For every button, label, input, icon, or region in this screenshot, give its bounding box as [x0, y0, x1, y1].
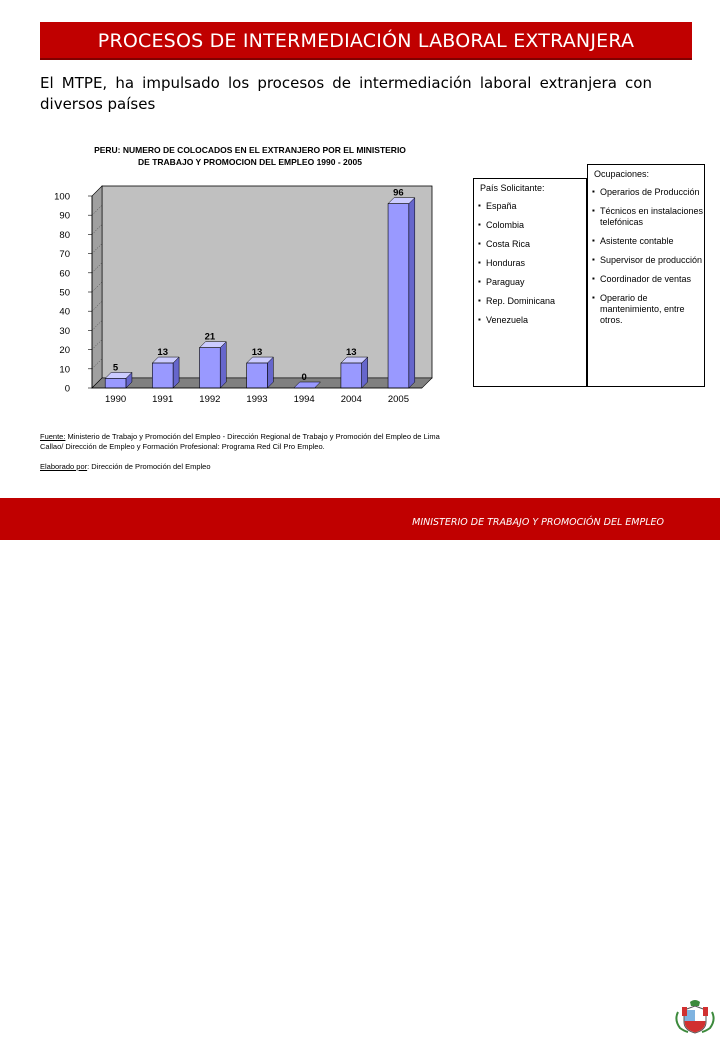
x-tick-label: 1990 — [105, 394, 126, 405]
bar — [152, 362, 174, 389]
bar-value-label: 13 — [252, 347, 263, 358]
pais-item: España — [478, 200, 586, 212]
source-label: Fuente: — [40, 432, 66, 441]
bar-value-label: 21 — [205, 332, 216, 343]
ocupacion-item: Coordinador de ventas — [592, 273, 704, 285]
ocupacion-item: Técnicos en instalaciones telefónicas — [592, 205, 704, 228]
x-tick-label: 1991 — [152, 394, 173, 405]
ocupacion-item: Asistente contable — [592, 235, 704, 247]
elaborated-note: Elaborado por: Dirección de Promoción de… — [40, 462, 211, 471]
paises-header: País Solicitante: — [480, 183, 545, 193]
colocados-bar-chart: PERU: NUMERO DE COLOCADOS EN EL EXTRANJE… — [54, 145, 433, 405]
pais-item: Rep. Dominicana — [478, 295, 586, 307]
y-tick-label: 100 — [54, 192, 70, 203]
ocupacion-item: Supervisor de producción — [592, 254, 704, 266]
pais-item: Paraguay — [478, 276, 586, 288]
bar — [104, 378, 127, 389]
intro-paragraph: El MTPE, ha impulsado los procesos de in… — [40, 73, 652, 115]
bar-value-label: 13 — [157, 347, 168, 358]
slide-title: PROCESOS DE INTERMEDIACIÓN LABORAL EXTRA… — [97, 30, 635, 52]
y-tick-label: 60 — [59, 268, 70, 279]
y-tick-label: 10 — [59, 364, 70, 375]
ocupacion-item: Operario de mantenimiento, entre otros. — [592, 292, 704, 326]
chart-title-line-2: DE TRABAJO Y PROMOCION DEL EMPLEO 1990 -… — [138, 157, 362, 167]
footer-ministry-name: MINISTERIO DE TRABAJO Y PROMOCIÓN DEL EM… — [412, 517, 664, 528]
source-text: Ministerio de Trabajo y Promoción del Em… — [40, 432, 440, 451]
paises-box: País Solicitante: España Colombia Costa Ri… — [473, 178, 587, 387]
source-note: Fuente: Ministerio de Trabajo y Promoció… — [40, 432, 460, 452]
bar-value-label: 13 — [346, 347, 357, 358]
ocupaciones-list: Operarios de Producción Técnicos en insta… — [588, 186, 704, 326]
pais-item: Honduras — [478, 257, 586, 269]
ocupaciones-header: Ocupaciones: — [594, 169, 650, 179]
y-tick-label: 20 — [59, 345, 70, 356]
y-tick-label: 80 — [59, 230, 70, 241]
intro-line-2: diversos países — [40, 95, 156, 113]
y-tick-label: 40 — [59, 307, 70, 318]
y-tick-label: 70 — [59, 249, 70, 260]
bar-value-label: 96 — [393, 188, 404, 199]
x-tick-label: 2004 — [341, 394, 362, 405]
slide-title-bar: PROCESOS DE INTERMEDIACIÓN LABORAL EXTRA… — [40, 22, 692, 60]
bar — [246, 362, 268, 389]
y-tick-label: 90 — [59, 211, 70, 222]
ocupacion-item: Operarios de Producción — [592, 186, 704, 198]
bar-value-label: 0 — [301, 372, 306, 383]
x-tick-label: 1994 — [294, 394, 315, 405]
intro-line-1: El MTPE, ha impulsado los procesos de in… — [40, 74, 652, 92]
y-tick-label: 50 — [59, 288, 70, 299]
bar — [199, 347, 221, 389]
footer-bar: MINISTERIO DE TRABAJO Y PROMOCIÓN DEL EM… — [0, 498, 720, 1036]
bar — [340, 362, 362, 389]
x-tick-label: 1993 — [246, 394, 267, 405]
plot-back-wall — [101, 185, 433, 379]
pais-item: Colombia — [478, 219, 586, 231]
pais-item: Costa Rica — [478, 238, 586, 250]
x-tick-label: 2005 — [388, 394, 409, 405]
bar-value-label: 5 — [113, 362, 119, 373]
elaborated-text: : Dirección de Promoción del Empleo — [87, 462, 211, 471]
paises-list: España Colombia Costa Rica Honduras Paraguay… — [474, 200, 586, 326]
peru-coat-of-arms-icon — [672, 998, 718, 1036]
bar-side — [219, 341, 227, 389]
y-tick-label: 30 — [59, 326, 70, 337]
ocupaciones-box: Ocupaciones: Operarios de Producción Técn… — [587, 164, 705, 387]
plot-side-wall — [91, 185, 103, 389]
chart-title-line-1: PERU: NUMERO DE COLOCADOS EN EL EXTRANJE… — [94, 145, 406, 155]
bar — [387, 203, 410, 389]
plot-area: 0 10 20 30 40 50 60 70 80 90 100 5 1990 13 1991 21 1992 1… — [54, 185, 433, 405]
bar-side — [408, 197, 416, 389]
x-tick-label: 1992 — [199, 394, 220, 405]
pais-item: Venezuela — [478, 314, 586, 326]
elaborated-label: Elaborado por — [40, 462, 88, 471]
y-tick-label: 0 — [65, 384, 70, 395]
